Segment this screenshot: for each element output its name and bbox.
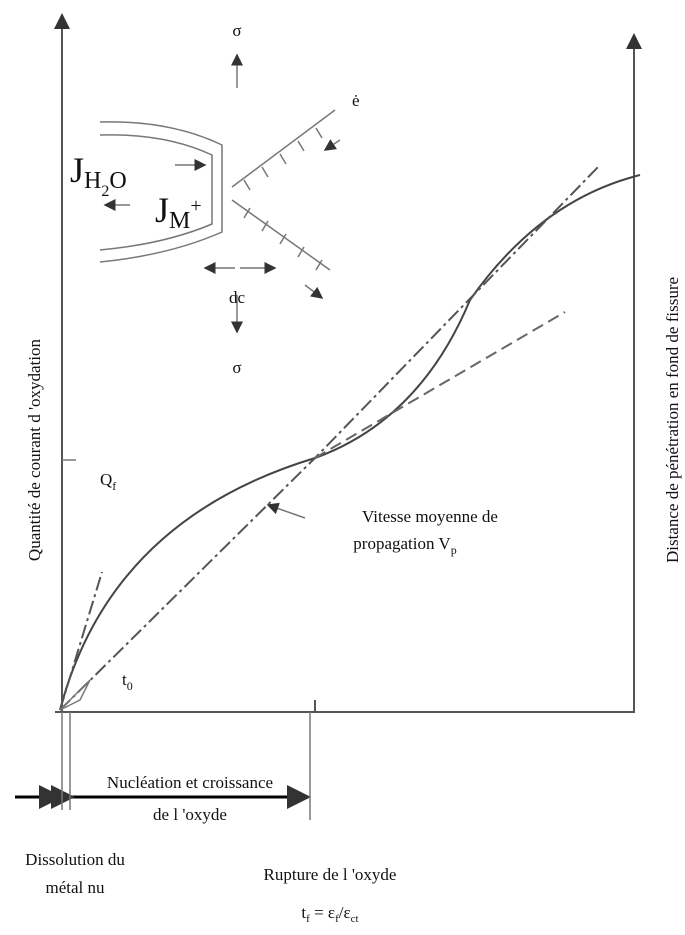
sub: H xyxy=(84,168,101,194)
sub: p xyxy=(451,543,457,557)
right-axis-label: Distance de pénétration en fond de fissu… xyxy=(663,277,682,563)
text: propagation V xyxy=(353,534,451,553)
t: t xyxy=(301,903,306,922)
crack-inset xyxy=(99,53,341,334)
sub: 2 xyxy=(101,183,109,200)
eq: = ε xyxy=(310,903,335,922)
dissolution-line1: Dissolution du xyxy=(25,850,125,869)
axes xyxy=(54,13,642,713)
sub: f xyxy=(306,913,310,925)
sub: M xyxy=(169,208,190,234)
symbol: t xyxy=(122,670,127,689)
sigma-bottom: σ xyxy=(232,358,241,377)
nucleation-line1: Nucléation et croissance xyxy=(107,773,273,792)
symbol: J xyxy=(70,150,84,190)
nucleation-line2: de l 'oxyde xyxy=(153,805,227,824)
water-flux: JH2O xyxy=(70,150,127,200)
sub: 0 xyxy=(127,679,133,693)
qf-label: Qf xyxy=(100,470,116,493)
phase-arrows xyxy=(15,712,311,820)
sup: + xyxy=(190,195,201,217)
velocity-line2: propagation Vp xyxy=(353,534,456,557)
curves xyxy=(59,164,641,711)
rupture-label: Rupture de l 'oxyde xyxy=(264,865,397,884)
dissolution-line2: métal nu xyxy=(45,878,105,897)
labels: σ ė JH2O JM+ dc σ Quantité de courant d … xyxy=(25,21,682,925)
div: /ε xyxy=(339,903,351,922)
velocity-line1: Vitesse moyenne de xyxy=(362,507,498,526)
dc: dc xyxy=(229,288,246,307)
sub: ct xyxy=(351,913,359,925)
metal-flux: JM+ xyxy=(155,190,202,234)
rupture-formula: tf = εf/εct xyxy=(301,903,358,925)
sub: f xyxy=(112,479,116,493)
sigma-top: σ xyxy=(232,21,241,40)
symbol: J xyxy=(155,190,169,230)
t0-label: t0 xyxy=(122,670,133,693)
left-axis-label: Quantité de courant d 'oxydation xyxy=(25,338,44,561)
symbol: Q xyxy=(100,470,112,489)
sub: O xyxy=(109,168,126,194)
sub: f xyxy=(335,913,339,925)
strain-rate: ė xyxy=(352,91,360,110)
